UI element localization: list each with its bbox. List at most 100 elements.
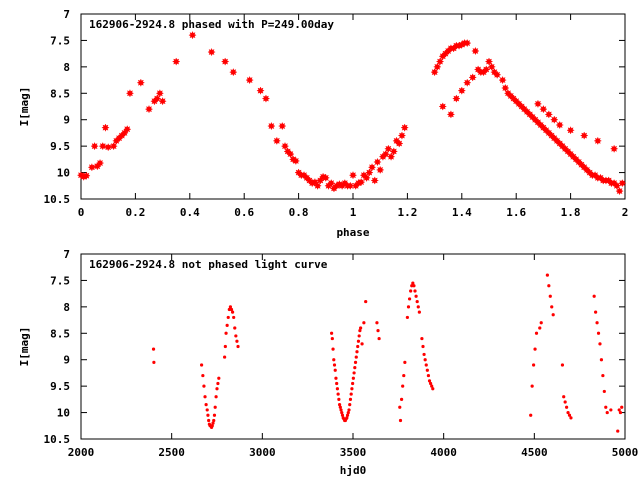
- data-point: [452, 94, 461, 103]
- data-point: [267, 121, 276, 131]
- data-point: [471, 46, 480, 56]
- y-tick-label: 9.5: [50, 140, 70, 153]
- data-point: [348, 403, 352, 407]
- data-point: [407, 297, 412, 301]
- data-point: [256, 86, 265, 95]
- data-point: [381, 149, 390, 159]
- y-tick-label: 7: [63, 248, 70, 261]
- data-point: [594, 310, 598, 314]
- data-point: [203, 395, 207, 399]
- x-tick-label: 1.6: [506, 206, 526, 219]
- data-point: [547, 284, 551, 288]
- data-point: [426, 373, 431, 378]
- data-point: [356, 339, 361, 343]
- data-point: [158, 97, 167, 106]
- x-axis-label: hjd0: [340, 464, 367, 477]
- data-point: [412, 284, 416, 288]
- data-point: [605, 410, 609, 415]
- data-point: [230, 310, 235, 314]
- data-point: [433, 62, 442, 71]
- x-tick-label: 1.4: [452, 206, 472, 219]
- data-point: [602, 389, 606, 394]
- y-axis-label: I[mag]: [18, 327, 31, 367]
- data-point: [340, 413, 345, 417]
- data-points: [76, 31, 627, 196]
- data-point: [151, 347, 156, 351]
- data-point: [530, 384, 534, 388]
- data-point: [360, 342, 364, 346]
- data-point: [229, 68, 238, 77]
- data-point: [136, 78, 145, 87]
- data-point: [389, 147, 398, 156]
- data-point: [346, 181, 355, 190]
- data-point: [345, 416, 349, 420]
- data-point: [337, 397, 341, 401]
- data-point: [235, 339, 239, 343]
- data-point: [551, 313, 555, 317]
- data-point: [580, 131, 589, 140]
- data-point: [398, 405, 402, 409]
- data-point: [313, 181, 322, 190]
- data-point: [152, 360, 156, 364]
- x-tick-label: 0.6: [234, 206, 254, 219]
- data-point: [82, 171, 91, 180]
- data-point: [386, 152, 396, 161]
- data-point: [245, 75, 254, 85]
- data-point: [421, 344, 425, 349]
- data-point: [403, 360, 407, 364]
- x-tick-label: 2000: [68, 446, 95, 459]
- x-tick-label: 3000: [249, 446, 276, 459]
- data-point: [357, 177, 366, 187]
- data-point: [207, 47, 216, 57]
- data-point: [101, 123, 110, 132]
- data-point: [365, 168, 374, 177]
- data-point: [351, 381, 355, 386]
- data-point: [330, 336, 334, 341]
- data-point: [330, 331, 334, 335]
- data-point: [599, 358, 604, 362]
- data-point: [350, 387, 354, 391]
- data-point: [601, 373, 605, 378]
- data-point: [229, 307, 234, 312]
- data-point: [438, 102, 447, 111]
- data-point: [612, 181, 621, 190]
- data-point: [533, 347, 537, 351]
- data-point: [236, 344, 240, 349]
- data-point: [423, 358, 427, 362]
- data-point: [592, 294, 596, 298]
- data-point: [566, 410, 570, 415]
- data-point: [398, 418, 403, 423]
- data-point: [395, 139, 404, 148]
- data-point: [357, 334, 361, 338]
- y-axis-label: I[mag]: [18, 87, 31, 127]
- data-point: [339, 408, 343, 412]
- data-point: [348, 397, 353, 401]
- data-point: [234, 334, 238, 338]
- x-tick-label: 0.8: [289, 206, 309, 219]
- data-point: [544, 110, 553, 119]
- data-point: [415, 299, 419, 304]
- data-point: [375, 321, 379, 325]
- data-point: [430, 68, 439, 77]
- chart-title: 162906-2924.8 phased with P=249.00day: [89, 18, 334, 31]
- data-point: [340, 410, 344, 415]
- y-tick-label: 8.5: [50, 87, 70, 100]
- data-point: [291, 156, 300, 166]
- data-point: [201, 373, 205, 378]
- data-point: [216, 381, 220, 386]
- y-tick-label: 7.5: [50, 34, 70, 47]
- data-point: [468, 73, 477, 82]
- x-tick-label: 0.4: [180, 206, 200, 219]
- data-point: [223, 344, 227, 349]
- data-point: [498, 75, 507, 85]
- data-point: [351, 376, 355, 380]
- y-tick-label: 10.5: [44, 433, 71, 446]
- data-point: [345, 413, 350, 417]
- data-point: [202, 384, 206, 388]
- x-tick-label: 0: [78, 206, 85, 219]
- data-point: [384, 144, 393, 153]
- data-point: [90, 142, 99, 151]
- data-point: [232, 315, 236, 320]
- data-point: [228, 305, 233, 309]
- data-point: [188, 31, 197, 40]
